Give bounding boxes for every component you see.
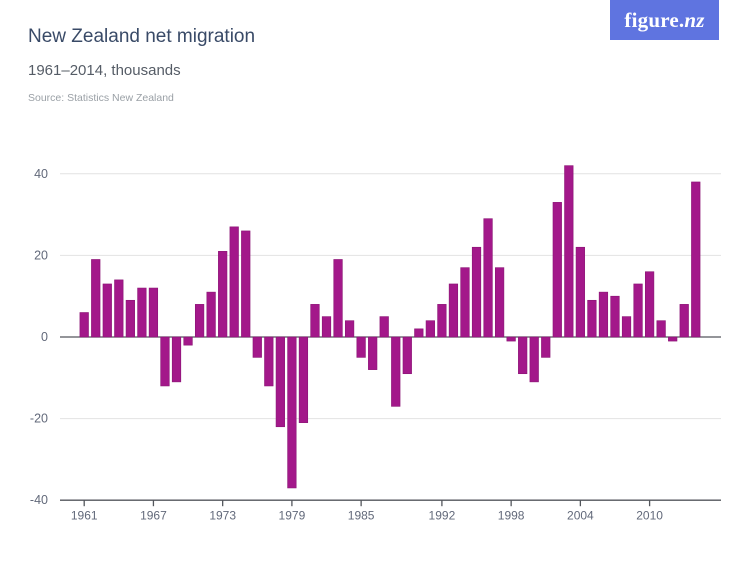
svg-text:1979: 1979 <box>279 509 306 523</box>
svg-text:1985: 1985 <box>348 509 375 523</box>
svg-text:1973: 1973 <box>209 509 236 523</box>
svg-text:-40: -40 <box>30 493 48 507</box>
svg-text:20: 20 <box>34 248 48 262</box>
svg-text:1998: 1998 <box>498 509 525 523</box>
svg-text:1992: 1992 <box>429 509 456 523</box>
svg-text:-20: -20 <box>30 412 48 426</box>
svg-text:1967: 1967 <box>140 509 167 523</box>
svg-text:0: 0 <box>41 330 48 344</box>
svg-text:1961: 1961 <box>71 509 98 523</box>
svg-text:40: 40 <box>34 167 48 181</box>
svg-text:2010: 2010 <box>636 509 663 523</box>
svg-text:2004: 2004 <box>567 509 594 523</box>
